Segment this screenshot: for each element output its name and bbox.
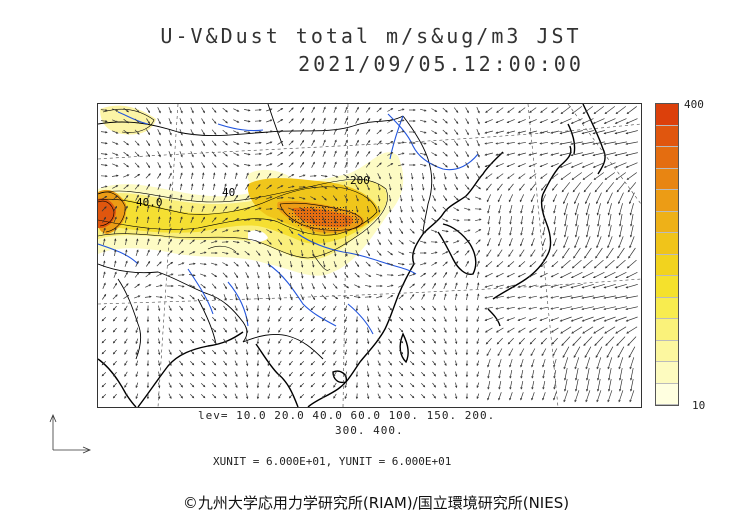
- map-title: U-V&Dust total m/s&ug/m3 JST: [160, 24, 582, 48]
- contour-levels-line2: 300. 400.: [335, 424, 404, 437]
- color-scale-step: [656, 254, 678, 276]
- copyright-notice: ©九州大学応用力学研究所(RIAM)/国立環境研究所(NIES): [182, 494, 570, 512]
- vector-units: XUNIT = 6.000E+01, YUNIT = 6.000E+01: [213, 455, 452, 468]
- color-scale-step: [656, 168, 678, 190]
- color-scale-step: [656, 211, 678, 233]
- contour-label-200: 200: [350, 174, 370, 187]
- map-timestamp: 2021/09/05.12:00:00: [298, 52, 584, 76]
- wind-vectors: [100, 106, 638, 403]
- color-scale-min-label: 10: [692, 399, 706, 412]
- color-scale-step: [656, 125, 678, 147]
- color-scale-step: [656, 104, 678, 126]
- dust-forecast-map: 40.0 40 200: [97, 103, 642, 408]
- color-scale-step: [656, 190, 678, 212]
- country-borders: [98, 104, 433, 360]
- unit-vector-legend-icon: [49, 413, 92, 454]
- color-scale-step: [656, 233, 678, 255]
- color-scale-step: [656, 362, 678, 384]
- color-scale-step: [656, 276, 678, 298]
- color-scale-max-label: 400: [684, 98, 704, 111]
- dust-contours: [98, 108, 388, 271]
- color-scale-step: [656, 340, 678, 362]
- contour-label-40-b: 40: [222, 186, 235, 199]
- color-scale-step: [656, 147, 678, 169]
- color-scale-step: [656, 297, 678, 319]
- contour-label-40: 40.0: [136, 196, 163, 209]
- color-scale-step: [656, 383, 678, 405]
- contour-levels-line1: lev= 10.0 20.0 40.0 60.0 100. 150. 200.: [198, 409, 496, 422]
- color-scale-step: [656, 319, 678, 341]
- color-scale: [655, 103, 679, 406]
